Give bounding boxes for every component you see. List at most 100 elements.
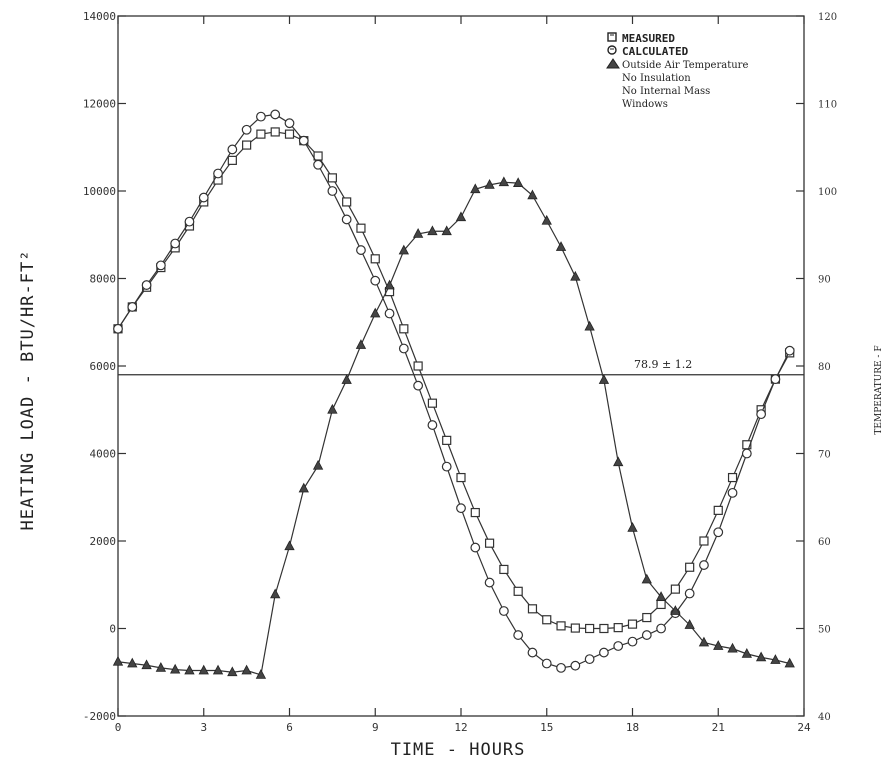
temperature-point: [755, 651, 767, 662]
calculated-point: [613, 641, 624, 651]
temperature-point: [684, 619, 695, 629]
legend-note: No Insulation: [622, 73, 691, 84]
measured-point: [327, 173, 337, 183]
calculated-point: [227, 144, 238, 155]
axes: 0 3 6 9 12 15 18 21 24-2000020004000600080001000…: [83, 10, 837, 734]
legend-label-measured: MEASURED: [622, 32, 675, 45]
calculated-point: [155, 260, 166, 271]
calculated-point: [513, 630, 524, 640]
measured-point: [284, 129, 295, 139]
temperature-point: [441, 225, 452, 236]
legend: MEASURED CALCULATED Outside Air Temperat…: [606, 32, 748, 111]
calculated-point: [184, 216, 195, 227]
temperature-point: [727, 642, 738, 653]
measured-point: [527, 604, 538, 614]
series-group: [112, 109, 795, 679]
y2-tick-label: 40: [818, 712, 831, 723]
calculated-point: [213, 168, 223, 179]
x-tick-label: 12: [454, 721, 467, 734]
calculated-point: [341, 214, 352, 225]
temperature-point: [641, 573, 652, 584]
temperature-point: [198, 664, 209, 675]
measured-point: [242, 140, 252, 150]
x-tick-label: 9: [372, 721, 379, 734]
y-tick-label: 0: [109, 623, 116, 636]
y-tick-label: -2000: [83, 710, 116, 723]
calculated-point: [370, 275, 381, 286]
temperature-point: [498, 176, 510, 187]
temperature-point: [184, 664, 195, 675]
y-axis-label: HEATING LOAD - BTU/HR-FT²: [18, 249, 38, 531]
calculated-point: [198, 192, 209, 203]
temperature-point: [298, 482, 309, 493]
calculated-point: [556, 662, 566, 673]
temperature-point: [670, 605, 681, 615]
measured-point: [313, 151, 323, 161]
temperature-point: [212, 664, 224, 675]
temperature-point: [241, 664, 252, 675]
calculated-point: [484, 577, 495, 588]
temperature-point: [613, 456, 624, 467]
series-line-triangle: [117, 181, 790, 676]
temperature-point: [541, 214, 552, 225]
x-axis-label: TIME - HOURS: [390, 740, 526, 760]
measured-point: [342, 197, 352, 207]
y2-tick-label: 120: [818, 12, 837, 23]
y2-axis-label: TEMPERATURE - F: [874, 345, 884, 435]
series-line-square: [117, 131, 791, 630]
calculated-point: [298, 135, 309, 146]
measured-point: [456, 472, 466, 483]
square-marker-icon: [606, 32, 622, 45]
calculated-point: [784, 345, 795, 356]
temperature-point: [412, 228, 424, 238]
temperature-point: [470, 183, 481, 194]
x-tick-label: 24: [797, 721, 811, 734]
y2-tick-label: 90: [818, 275, 831, 286]
calculated-point: [727, 487, 738, 498]
measured-point: [556, 621, 566, 631]
calculated-point: [384, 308, 395, 319]
measured-point: [499, 564, 509, 575]
temperature-point: [227, 666, 238, 677]
x-tick-label: 15: [540, 721, 553, 734]
temperature-point: [570, 270, 581, 281]
temperature-point: [741, 648, 752, 658]
temperature-point: [598, 374, 610, 384]
temperature-point: [341, 374, 352, 384]
temperature-point: [155, 662, 167, 672]
measured-point: [356, 223, 366, 233]
x-tick-label: 3: [200, 721, 207, 734]
measured-point: [256, 129, 266, 139]
measured-point: [670, 584, 680, 594]
y-tick-label: 14000: [83, 10, 116, 23]
measured-point: [570, 623, 580, 633]
temperature-point: [484, 179, 495, 189]
temperature-point: [170, 663, 181, 674]
calculated-point: [141, 280, 152, 290]
measured-point: [713, 505, 723, 515]
temperature-point: [584, 320, 595, 331]
temperature-point: [555, 241, 567, 251]
x-tick-label: 6: [286, 721, 293, 734]
temperature-point: [627, 522, 638, 532]
calculated-point: [284, 118, 295, 129]
temperature-point: [355, 339, 367, 349]
y-tick-label: 10000: [83, 185, 116, 198]
y-tick-label: 4000: [90, 448, 117, 461]
calculated-point: [470, 542, 481, 553]
y2-tick-label: 60: [818, 537, 831, 548]
measured-point: [699, 536, 709, 546]
circle-marker-icon: [606, 45, 622, 58]
temperature-point: [327, 403, 338, 414]
measured-point: [270, 127, 280, 137]
calculated-point: [256, 111, 266, 122]
temperature-point: [698, 636, 710, 647]
y2-tick-label: 80: [818, 362, 831, 373]
measured-point: [599, 623, 609, 634]
measured-point: [585, 623, 595, 634]
calculated-point: [741, 448, 752, 459]
y-tick-label: 6000: [90, 360, 117, 373]
temperature-point: [112, 655, 124, 666]
measured-point: [613, 623, 623, 633]
